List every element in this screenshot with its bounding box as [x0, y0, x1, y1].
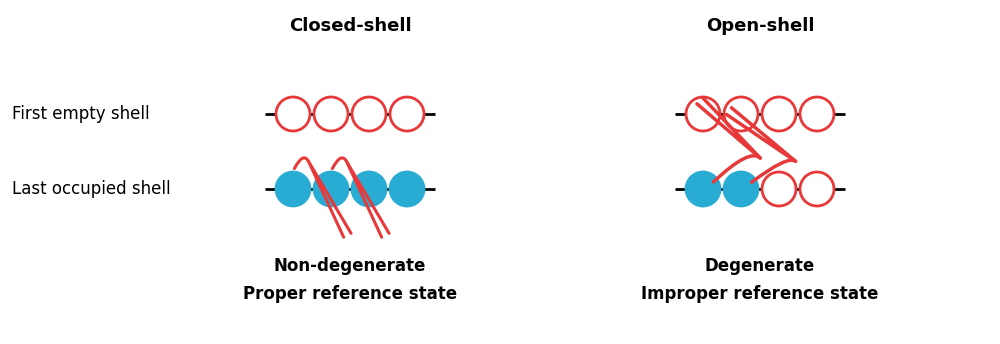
- Text: Open-shell: Open-shell: [706, 17, 814, 35]
- Circle shape: [390, 97, 424, 131]
- Circle shape: [800, 97, 834, 131]
- Text: First empty shell: First empty shell: [12, 105, 150, 123]
- Circle shape: [276, 97, 310, 131]
- Circle shape: [686, 97, 720, 131]
- Text: Non-degenerate: Non-degenerate: [274, 257, 426, 275]
- Circle shape: [762, 172, 796, 206]
- Circle shape: [314, 97, 348, 131]
- Circle shape: [686, 172, 720, 206]
- Circle shape: [724, 172, 758, 206]
- Circle shape: [762, 97, 796, 131]
- Text: Improper reference state: Improper reference state: [641, 285, 879, 303]
- Circle shape: [352, 97, 386, 131]
- Text: Closed-shell: Closed-shell: [289, 17, 411, 35]
- Circle shape: [390, 172, 424, 206]
- Text: Last occupied shell: Last occupied shell: [12, 180, 171, 198]
- Circle shape: [724, 97, 758, 131]
- Circle shape: [314, 172, 348, 206]
- Circle shape: [276, 172, 310, 206]
- Circle shape: [800, 172, 834, 206]
- Circle shape: [352, 172, 386, 206]
- Text: Degenerate: Degenerate: [705, 257, 815, 275]
- Text: Proper reference state: Proper reference state: [243, 285, 457, 303]
